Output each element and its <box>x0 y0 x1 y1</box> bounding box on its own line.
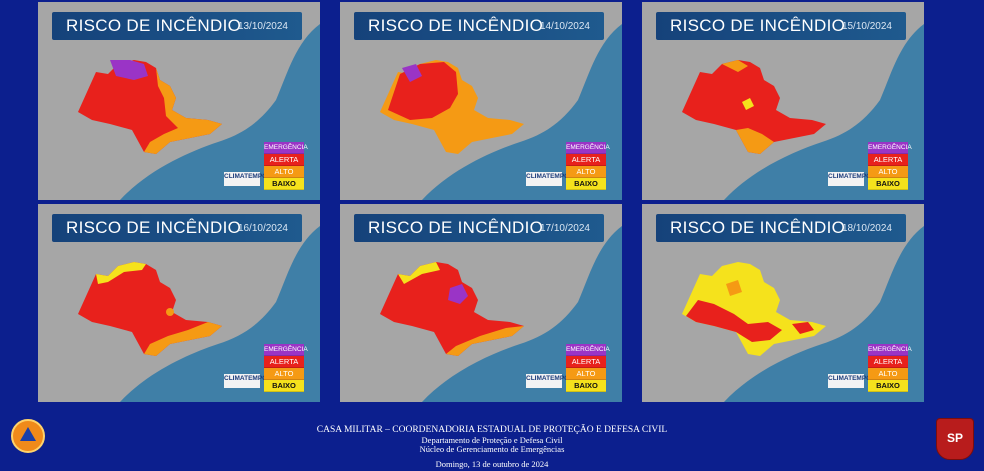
climatempo-logo: CLIMATEMPO <box>526 374 569 388</box>
panel-header: RISCO DE INCÊNDIO 13/10/2024 <box>52 12 302 40</box>
panel-date: 17/10/2024 <box>539 223 590 234</box>
footer: CASA MILITAR – COORDENADORIA ESTADUAL DE… <box>0 406 984 471</box>
sao-paulo-fire-map <box>38 2 320 200</box>
legend-baixo: BAIXO <box>868 380 908 392</box>
climatempo-logo: CLIMATEMPO <box>828 172 871 186</box>
sao-paulo-fire-map <box>642 2 924 200</box>
footer-department-line: Departamento de Proteção e Defesa Civil <box>421 435 563 445</box>
risk-legend: EMERGÊNCIA ALERTA ALTO BAIXO <box>264 344 308 392</box>
panel-title: RISCO DE INCÊNDIO <box>368 218 544 237</box>
legend-baixo: BAIXO <box>868 178 908 190</box>
footer-date: Domingo, 13 de outubro de 2024 <box>435 459 549 469</box>
legend-alerta: ALERTA <box>566 356 606 368</box>
legend-emergencia: EMERGÊNCIA <box>566 344 610 356</box>
panel-date: 16/10/2024 <box>237 223 288 234</box>
legend-emergencia: EMERGÊNCIA <box>868 344 912 356</box>
climatempo-logo: CLIMATEMPO <box>224 172 267 186</box>
footer-unit-line: Núcleo de Gerenciamento de Emergências <box>419 444 565 454</box>
legend-alto: ALTO <box>566 368 606 380</box>
footer-org-line: CASA MILITAR – COORDENADORIA ESTADUAL DE… <box>316 425 668 435</box>
legend-alerta: ALERTA <box>566 154 606 166</box>
map-panel-1: RISCO DE INCÊNDIO 13/10/2024 CLIMATEMPO … <box>38 2 320 200</box>
legend-alerta: ALERTA <box>868 154 908 166</box>
risk-legend: EMERGÊNCIA ALERTA ALTO BAIXO <box>868 142 912 190</box>
legend-baixo: BAIXO <box>264 178 304 190</box>
panel-title: RISCO DE INCÊNDIO <box>670 218 846 237</box>
climatempo-logo: CLIMATEMPO <box>828 374 871 388</box>
risk-legend: EMERGÊNCIA ALERTA ALTO BAIXO <box>566 344 610 392</box>
map-panel-2: RISCO DE INCÊNDIO 14/10/2024 CLIMATEMPO … <box>340 2 622 200</box>
legend-emergencia: EMERGÊNCIA <box>566 142 610 154</box>
panel-header: RISCO DE INCÊNDIO 18/10/2024 <box>656 214 906 242</box>
panel-header: RISCO DE INCÊNDIO 14/10/2024 <box>354 12 604 40</box>
sao-paulo-coat-of-arms-icon: SP <box>936 418 974 460</box>
panel-date: 14/10/2024 <box>539 21 590 32</box>
legend-alto: ALTO <box>264 368 304 380</box>
climatempo-logo: CLIMATEMPO <box>224 374 267 388</box>
panel-date: 18/10/2024 <box>841 223 892 234</box>
legend-baixo: BAIXO <box>264 380 304 392</box>
forecast-grid: RISCO DE INCÊNDIO 13/10/2024 CLIMATEMPO … <box>38 2 924 402</box>
panel-header: RISCO DE INCÊNDIO 17/10/2024 <box>354 214 604 242</box>
sao-paulo-fire-map <box>38 204 320 402</box>
panel-title: RISCO DE INCÊNDIO <box>368 16 544 35</box>
sao-paulo-fire-map <box>642 204 924 402</box>
legend-alto: ALTO <box>868 368 908 380</box>
climatempo-logo: CLIMATEMPO <box>526 172 569 186</box>
risk-legend: EMERGÊNCIA ALERTA ALTO BAIXO <box>868 344 912 392</box>
panel-title: RISCO DE INCÊNDIO <box>670 16 846 35</box>
legend-alto: ALTO <box>264 166 304 178</box>
panel-header: RISCO DE INCÊNDIO 15/10/2024 <box>656 12 906 40</box>
sao-paulo-fire-map <box>340 2 622 200</box>
coat-of-arms-text: SP <box>946 431 963 445</box>
panel-title: RISCO DE INCÊNDIO <box>66 16 242 35</box>
risk-legend: EMERGÊNCIA ALERTA ALTO BAIXO <box>264 142 308 190</box>
legend-baixo: BAIXO <box>566 178 606 190</box>
panel-date: 15/10/2024 <box>841 21 892 32</box>
legend-emergencia: EMERGÊNCIA <box>264 142 308 154</box>
map-panel-3: RISCO DE INCÊNDIO 15/10/2024 CLIMATEMPO … <box>642 2 924 200</box>
panel-header: RISCO DE INCÊNDIO 16/10/2024 <box>52 214 302 242</box>
legend-emergencia: EMERGÊNCIA <box>264 344 308 356</box>
legend-alto: ALTO <box>868 166 908 178</box>
legend-emergencia: EMERGÊNCIA <box>868 142 912 154</box>
defesa-civil-logo-icon <box>11 419 45 453</box>
panel-date: 13/10/2024 <box>237 21 288 32</box>
sao-paulo-fire-map <box>340 204 622 402</box>
legend-baixo: BAIXO <box>566 380 606 392</box>
map-panel-5: RISCO DE INCÊNDIO 17/10/2024 CLIMATEMPO … <box>340 204 622 402</box>
legend-alto: ALTO <box>566 166 606 178</box>
map-panel-4: RISCO DE INCÊNDIO 16/10/2024 CLIMATEMPO … <box>38 204 320 402</box>
legend-alerta: ALERTA <box>868 356 908 368</box>
map-panel-6: RISCO DE INCÊNDIO 18/10/2024 CLIMATEMPO … <box>642 204 924 402</box>
risk-legend: EMERGÊNCIA ALERTA ALTO BAIXO <box>566 142 610 190</box>
legend-alerta: ALERTA <box>264 356 304 368</box>
legend-alerta: ALERTA <box>264 154 304 166</box>
panel-title: RISCO DE INCÊNDIO <box>66 218 242 237</box>
